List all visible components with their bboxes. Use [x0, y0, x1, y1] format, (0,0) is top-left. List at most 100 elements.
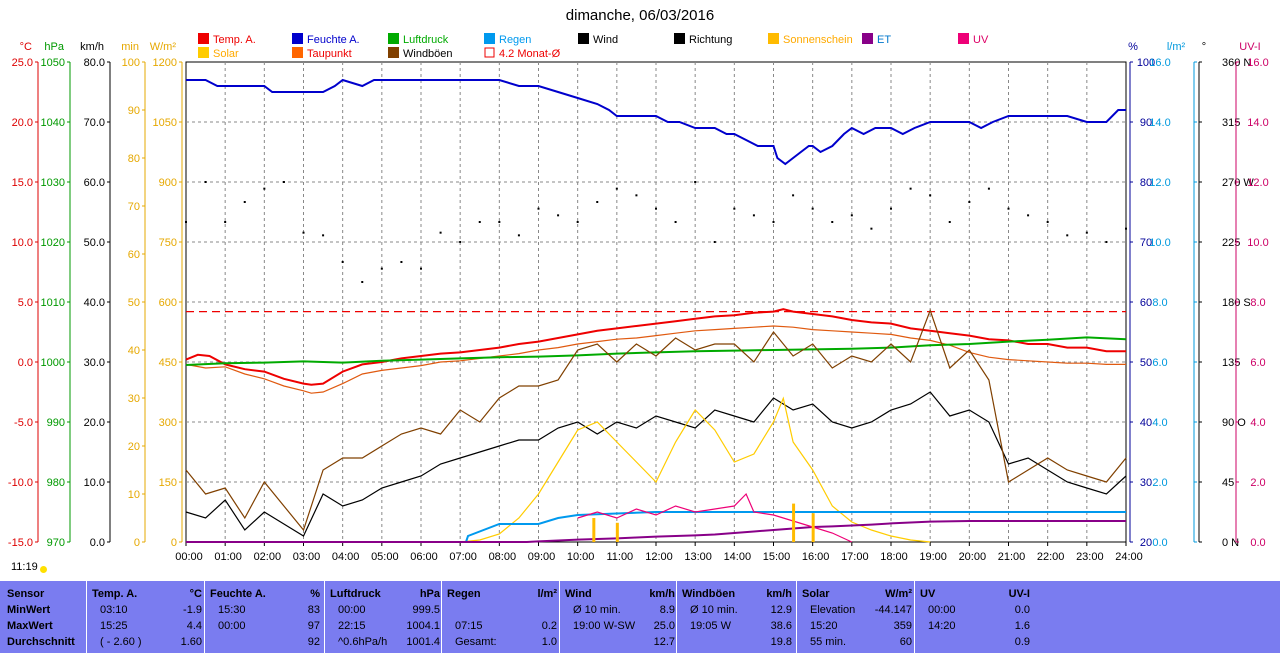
x-tick-label: 10:00	[567, 551, 595, 563]
point-richtung	[263, 187, 266, 190]
right-axis-unit: UV-I	[1239, 41, 1260, 53]
left-axis-tick-label: 600	[159, 297, 177, 309]
legend-label: Taupunkt	[307, 48, 352, 60]
right-axis-tick-label: 16.0	[1247, 57, 1268, 69]
right-axis-unit: °	[1202, 41, 1206, 53]
legend-label: Windböen	[403, 48, 453, 60]
right-axis-tick-label: 360 N	[1222, 57, 1251, 69]
cell-value: 92	[307, 636, 320, 648]
column-unit: km/h	[649, 588, 675, 600]
right-axis-tick-label: 8.0	[1250, 297, 1265, 309]
legend-label: Richtung	[689, 34, 732, 46]
column-header: UV	[920, 588, 936, 600]
point-richtung	[341, 261, 344, 263]
cell-value: 359	[893, 620, 912, 632]
column-unit: km/h	[766, 588, 792, 600]
right-axis-tick-label: 315	[1222, 117, 1240, 129]
column-divider	[676, 581, 677, 653]
column-divider	[441, 581, 442, 653]
point-richtung	[752, 214, 755, 217]
point-richtung	[948, 221, 951, 223]
plot-area	[185, 61, 1127, 543]
cell-label: 00:00	[928, 604, 956, 616]
cell-label: 00:00	[218, 620, 246, 632]
cell-label: 19:05 W	[690, 620, 731, 632]
right-axis-tick-label: 45	[1222, 477, 1234, 489]
left-axis-unit: hPa	[44, 41, 64, 53]
point-richtung	[831, 221, 834, 223]
bar-sonnenschein	[615, 522, 619, 542]
right-axis-tick-label: 10.0	[1149, 237, 1170, 249]
left-axis-tick-label: 60.0	[84, 177, 105, 189]
cell-value: 1001.4	[406, 636, 440, 648]
sensor-summary-panel	[0, 581, 1280, 653]
x-tick-label: 02:00	[254, 551, 282, 563]
legend-swatch	[578, 33, 589, 44]
left-axis-unit: °C	[20, 41, 32, 53]
left-axis-tick-label: 0	[134, 537, 140, 549]
point-richtung	[1027, 214, 1030, 217]
left-axis-tick-label: 40	[128, 345, 140, 357]
cell-label: 19:00 W-SW	[573, 620, 636, 632]
x-tick-label: 13:00	[684, 551, 712, 563]
cell-value: 1004.1	[406, 620, 440, 632]
cell-value: 1.60	[180, 636, 202, 648]
legend-swatch	[768, 33, 779, 44]
column-divider	[324, 581, 325, 653]
point-richtung	[185, 221, 187, 223]
point-richtung	[1066, 234, 1069, 237]
cell-value: 25.0	[653, 620, 675, 632]
point-richtung	[557, 214, 560, 217]
cell-label: Gesamt:	[455, 636, 497, 648]
legend-swatch	[484, 33, 495, 44]
x-tick-label: 15:00	[763, 551, 791, 563]
point-richtung	[420, 267, 422, 270]
point-richtung	[204, 181, 207, 183]
series-windb-en	[185, 308, 1127, 532]
cell-label: ^0.6hPa/h	[338, 636, 388, 648]
x-tick-label: 24:00	[1115, 551, 1143, 563]
cell-value: 97	[307, 620, 320, 632]
right-axis-tick-label: 50	[1140, 357, 1152, 369]
series-regen	[186, 511, 1126, 543]
series-feuchte-a	[186, 78, 1126, 166]
point-richtung	[655, 207, 657, 210]
right-axis-tick-label: 225	[1222, 237, 1240, 249]
legend-swatch	[388, 33, 399, 44]
point-richtung	[909, 187, 912, 190]
point-richtung	[674, 221, 677, 223]
x-tick-label: 04:00	[332, 551, 360, 563]
x-tick-label: 03:00	[293, 551, 321, 563]
x-tick-label: 18:00	[880, 551, 908, 563]
column-header: Windböen	[682, 588, 736, 600]
point-richtung	[1105, 241, 1108, 243]
left-axis-tick-label: 70	[128, 201, 140, 213]
cell-value: -44.147	[874, 604, 912, 616]
right-axis-tick-label: 70	[1140, 237, 1152, 249]
series-uv	[577, 492, 853, 543]
series-temp-a	[185, 308, 1126, 386]
legend-swatch	[674, 33, 685, 44]
cell-label: 55 min.	[810, 636, 847, 648]
left-axis-tick-label: 40.0	[84, 297, 105, 309]
weather-chart: dimanche, 06/03/2016 Temp. A. Feuchte A. L…	[8, 7, 1269, 563]
x-tick-label: 14:00	[724, 551, 752, 563]
right-axis-tick-label: 4.0	[1152, 417, 1167, 429]
x-tick-label: 20:00	[959, 551, 987, 563]
left-axis-tick-label: 1040	[41, 117, 65, 129]
x-tick-label: 23:00	[1076, 551, 1104, 563]
x-tick-label: 07:00	[449, 551, 477, 563]
cell-value: 1.6	[1014, 620, 1030, 632]
right-axis-tick-label: 0.0	[1152, 537, 1167, 549]
left-axis-tick-label: 70.0	[84, 117, 105, 129]
column-unit: %	[310, 588, 320, 600]
left-axis-tick-label: 10	[128, 489, 140, 501]
point-richtung	[459, 241, 462, 243]
point-richtung	[498, 221, 501, 223]
column-unit: °C	[189, 588, 202, 600]
cell-label: 15:30	[218, 604, 246, 616]
legend-label: UV	[973, 34, 989, 46]
left-axis-tick-label: 980	[47, 477, 65, 489]
left-axis-tick-label: 1050	[153, 117, 177, 129]
right-axis-tick-label: 12.0	[1149, 177, 1170, 189]
